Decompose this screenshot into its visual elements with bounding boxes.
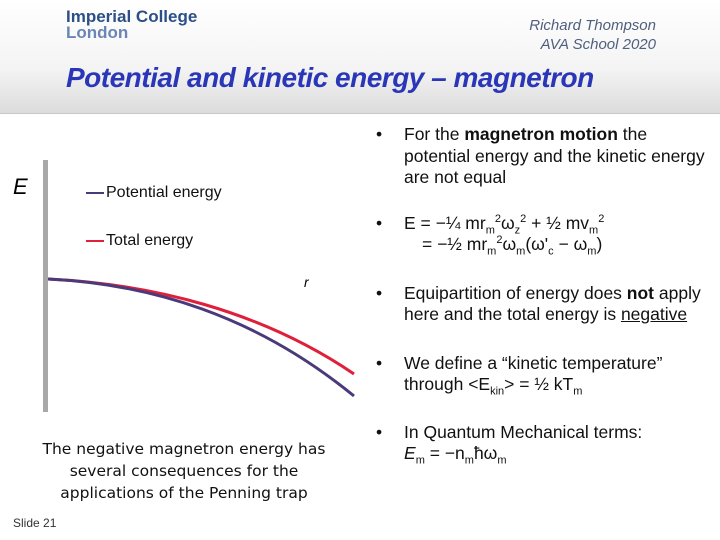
eq1-b: m	[485, 224, 495, 236]
equation-line-1: E = −¼ mrm2ωz2 + ½ mvm2	[404, 212, 712, 236]
eq2-g: c	[548, 245, 554, 258]
consequences-note: The negative magnetron energy has severa…	[42, 440, 326, 502]
eq2-e: m	[516, 245, 526, 258]
eq2-a: = −½ mr	[422, 234, 488, 254]
eq1-g: + ½ mv	[526, 212, 590, 233]
eq1-c: 2	[494, 212, 501, 225]
bullet-quantum: In Quantum Mechanical terms: Em = −nmħωm	[372, 421, 712, 467]
eq1-h: m	[589, 224, 599, 236]
eq2-h: − ω	[553, 234, 588, 254]
b5-e: ħω	[473, 443, 498, 463]
b5-b: m	[415, 454, 425, 467]
eq2-f: (ω'	[525, 234, 549, 254]
bullet4-sub: kin	[490, 385, 505, 398]
total-energy-curve	[47, 277, 355, 376]
bullet3-underlined: negative	[620, 304, 688, 324]
bullet-energy-equation: E = −¼ mrm2ωz2 + ½ mvm2 = −½ mrm2ωm(ω'c …	[372, 212, 712, 258]
slide-number: Slide 21	[13, 516, 57, 530]
energy-axis	[43, 160, 48, 412]
eq2-i: m	[587, 245, 597, 258]
b5-a: E	[404, 443, 416, 463]
b5-f: m	[497, 454, 507, 467]
eq1-d: ω	[501, 212, 515, 233]
legend-total-label: Total energy	[106, 232, 194, 249]
eq2-c: 2	[496, 234, 503, 247]
logo-line-1: Imperial College	[66, 7, 198, 26]
eq1-a: E = −¼ mr	[404, 212, 486, 233]
eq2-j: )	[596, 234, 603, 254]
eq1-f: 2	[520, 212, 527, 225]
equation-line-2: = −½ mrm2ωm(ω'c − ωm)	[404, 234, 712, 258]
bullet1-text-a: For the	[404, 124, 465, 144]
bullet-magnetron-motion: For the magnetron motion the potential e…	[372, 124, 712, 189]
radius-axis-label: r	[304, 274, 309, 290]
b5-c: = −n	[424, 443, 465, 463]
legend-potential-label: Potential energy	[106, 184, 222, 201]
bullet4-sub2: m	[573, 385, 583, 398]
legend-total: Total energy	[86, 232, 193, 250]
bullet4-text-b: > = ½ kT	[504, 374, 574, 394]
slide-header: Imperial College London Richard Thompson…	[0, 0, 720, 114]
bullet5-equation: Em = −nmħωm	[404, 443, 712, 467]
eq2-b: m	[487, 245, 497, 258]
author-name: Richard Thompson	[529, 17, 656, 34]
eq1-i: 2	[598, 212, 605, 225]
bullet1-text-b: the potential energy and the kinetic ene…	[404, 124, 705, 187]
legend-potential: Potential energy	[86, 184, 222, 202]
bullet1-bold: magnetron motion	[464, 124, 618, 144]
energy-plot	[43, 160, 355, 412]
bullet3-bold: not	[626, 282, 655, 303]
bullet3-text-a: Equipartition of energy does	[404, 282, 627, 303]
bullet3-text-b: apply here and the total energy is	[404, 282, 701, 325]
bullet-equipartition: Equipartition of energy does not apply h…	[372, 283, 712, 326]
author-block: Richard Thompson AVA School 2020	[529, 16, 656, 54]
potential-energy-curve	[47, 277, 355, 398]
bullet4-text-a: We define a “kinetic temperature” throug…	[404, 352, 663, 395]
eq2-d: ω	[502, 234, 517, 254]
event-name: AVA School 2020	[540, 36, 656, 53]
bullet-kinetic-temperature: We define a “kinetic temperature” throug…	[372, 352, 712, 398]
eq1-e: z	[514, 224, 521, 236]
logo-line-2: London	[66, 23, 129, 42]
b5-d: m	[464, 454, 474, 467]
bullet5-line1: In Quantum Mechanical terms:	[404, 421, 643, 442]
slide-title: Potential and kinetic energy – magnetron	[66, 62, 594, 93]
legend-potential-swatch	[86, 191, 104, 194]
legend-total-swatch	[86, 239, 104, 242]
energy-axis-label: E	[13, 174, 28, 199]
imperial-college-logo: Imperial College London	[66, 7, 198, 42]
bullet-list: For the magnetron motion the potential e…	[372, 124, 712, 467]
